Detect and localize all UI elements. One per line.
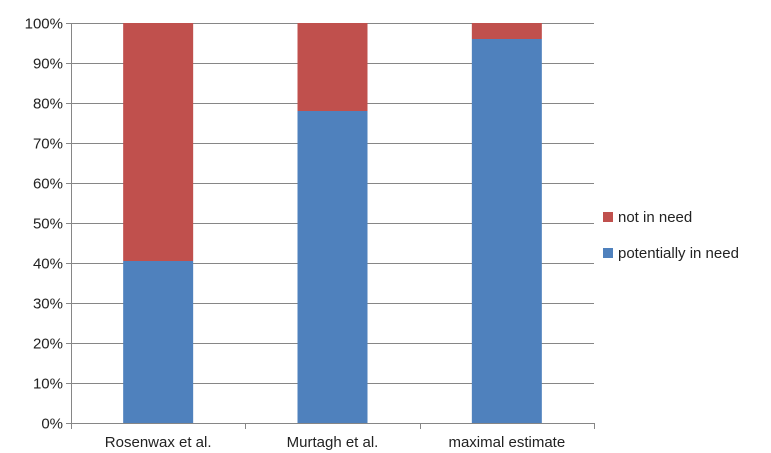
legend-label-potentially-in-need: potentially in need [618,245,739,262]
bar-segment [123,23,194,261]
y-axis-tick-labels: 0% 10% 20% 30% 40% 50% 60% 70% 80% 90% 100% [25,16,63,433]
y-tick-label: 80% [33,96,63,113]
bar-segment [297,111,368,423]
y-tick-label: 90% [33,56,63,73]
y-tick-label: 60% [33,176,63,193]
legend-swatch-not-in-need [603,212,613,222]
y-tick-label: 50% [33,216,63,233]
y-tick-label: 100% [25,16,63,33]
y-tick-label: 30% [33,296,63,313]
x-tick-label: maximal estimate [448,434,565,451]
x-tick-label: Rosenwax et al. [105,434,212,451]
bar-segment [297,23,368,111]
y-tick-label: 70% [33,136,63,153]
y-tick-label: 0% [41,416,63,433]
legend: not in need potentially in need [603,209,739,262]
y-tick-label: 20% [33,336,63,353]
y-tick-label: 40% [33,256,63,273]
bars [123,23,542,423]
x-tick-label: Murtagh et al. [287,434,379,451]
legend-label-not-in-need: not in need [618,209,692,226]
legend-swatch-potentially-in-need [603,248,613,258]
bar-segment [123,261,194,423]
x-axis-tick-labels: Rosenwax et al. Murtagh et al. maximal est… [105,434,565,451]
bar-segment [471,23,542,39]
axes [71,23,595,429]
bar-segment [471,39,542,423]
y-tick-label: 10% [33,376,63,393]
